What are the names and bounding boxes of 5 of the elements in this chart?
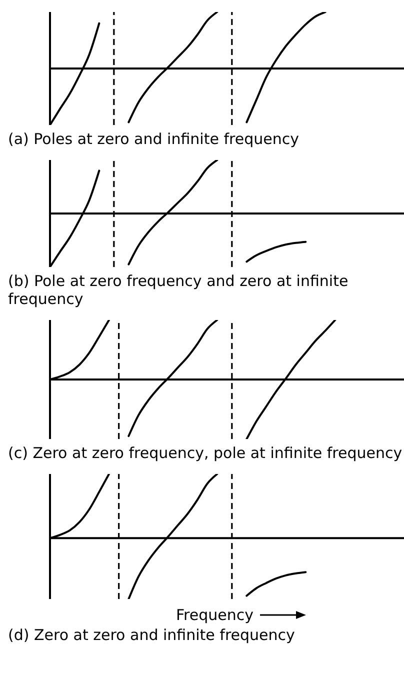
- text: (d) Zero at zero and infinite frequency: [8, 626, 296, 644]
- text: (c) Zero at zero frequency, pole at infinite frequency: [8, 444, 404, 462]
- x-axis-title: Frequency: [176, 606, 254, 624]
- text: (b) Pole at zero frequency and zero at infinite frequency: [8, 272, 350, 308]
- text: (a) Poles at zero and infinite frequency: [8, 130, 300, 148]
